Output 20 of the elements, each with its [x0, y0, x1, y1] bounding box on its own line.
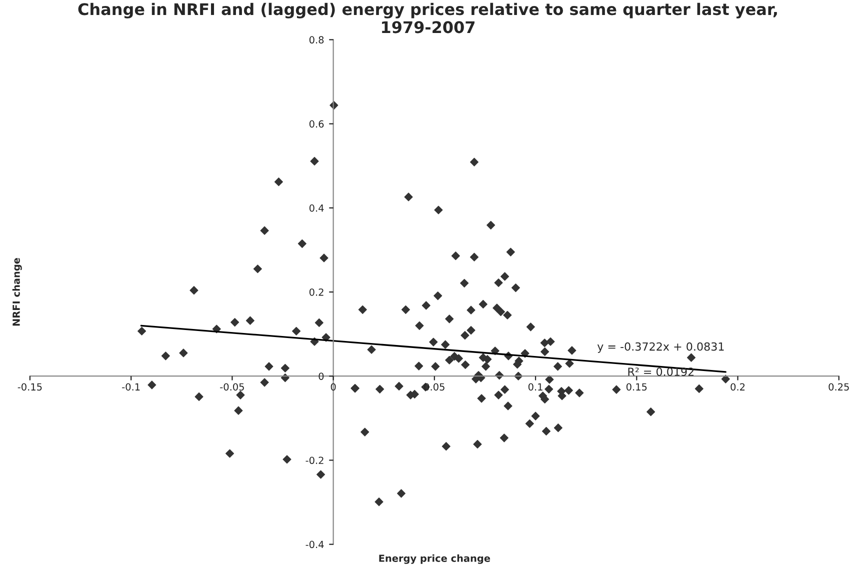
annotation: y = -0.3722x + 0.0831	[597, 342, 724, 353]
y-tick-label: 0.2	[309, 288, 324, 296]
x-tick-label: 0	[330, 383, 336, 391]
x-axis-title: Energy price change	[379, 554, 490, 564]
x-tick-label: -0.05	[220, 383, 244, 391]
annotation: R² = 0.0192	[628, 368, 694, 376]
x-tick-label: 0.2	[730, 383, 745, 391]
x-tick-label: 0.25	[828, 383, 849, 391]
x-tick-label: -0.1	[122, 383, 140, 391]
y-tick-label: 0.6	[309, 120, 324, 128]
x-tick-label: 0.1	[528, 383, 542, 391]
y-tick-label: -0.4	[306, 540, 324, 548]
chart-title: Change in NRFI and (lagged) energy prices relative to same quarter last year, 1979-2007	[78, 2, 777, 34]
y-tick-label: 0.4	[309, 204, 324, 212]
x-tick-label: -0.15	[18, 383, 42, 391]
y-tick-label: 0.8	[309, 36, 324, 44]
x-tick-label: 0.15	[626, 383, 647, 391]
y-axis-title: NRFI change	[12, 258, 22, 326]
y-tick-label: 0	[318, 372, 324, 380]
y-tick-label: -0.2	[306, 456, 324, 464]
